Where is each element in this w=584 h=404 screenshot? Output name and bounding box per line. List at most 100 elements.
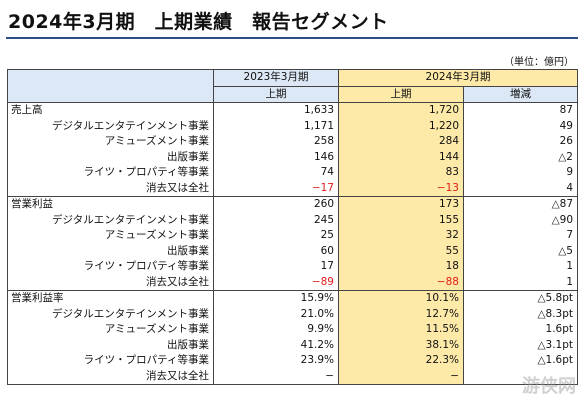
cell-cur: 18: [338, 259, 464, 275]
cell-prev: 1,633: [213, 102, 339, 119]
cell-prev: 260: [213, 196, 339, 213]
table-row: ライツ・プロパティ等事業 74 83 9: [7, 165, 578, 181]
cell-cur: 10.1%: [338, 290, 464, 307]
table-row: アミューズメント事業 9.9% 11.5% 1.6pt: [7, 322, 578, 338]
table-row: 出版事業 41.2% 38.1% △3.1pt: [7, 337, 578, 353]
cell-cur: 22.3%: [338, 353, 464, 369]
cell-cur: 144: [338, 149, 464, 165]
cell-prev: 21.0%: [213, 306, 339, 322]
cell-cur: −13: [338, 180, 464, 197]
table-row: アミューズメント事業 25 32 7: [7, 228, 578, 244]
header-cur-year: 2024年3月期: [338, 69, 578, 87]
header-blank-cell: [7, 69, 214, 103]
cell-diff: 1: [463, 259, 578, 275]
cell-cur: 155: [338, 212, 464, 228]
row-label: デジタルエンタテインメント事業: [7, 118, 214, 134]
row-label: 消去又は全社: [7, 274, 214, 291]
cell-cur: 55: [338, 243, 464, 259]
cell-prev: −17: [213, 180, 339, 197]
row-label: デジタルエンタテインメント事業: [7, 212, 214, 228]
cell-cur: 1,220: [338, 118, 464, 134]
table-row: 消去又は全社 −17 −13 4: [7, 180, 578, 197]
header-row-periods: 上期 上期 増減: [8, 85, 578, 103]
row-label: 消去又は全社: [7, 180, 214, 197]
cell-diff: △2: [463, 149, 578, 165]
cell-cur: 11.5%: [338, 322, 464, 338]
cell-diff: △1.6pt: [463, 353, 578, 369]
table-row: デジタルエンタテインメント事業 245 155 △90: [7, 212, 578, 228]
cell-prev: 9.9%: [213, 322, 339, 338]
cell-cur: 38.1%: [338, 337, 464, 353]
table-row: ライツ・プロパティ等事業 17 18 1: [7, 259, 578, 275]
header-diff: 増減: [463, 85, 578, 103]
row-label: 営業利益: [7, 196, 214, 213]
cell-cur: 32: [338, 228, 464, 244]
table-section-row: 営業利益 260 173 △87: [7, 196, 578, 213]
cell-prev: 17: [213, 259, 339, 275]
row-label: 出版事業: [7, 337, 214, 353]
cell-diff: △5: [463, 243, 578, 259]
cell-diff: △87: [463, 196, 578, 213]
row-label: 売上高: [7, 102, 214, 119]
table-row: ライツ・プロパティ等事業 23.9% 22.3% △1.6pt: [7, 353, 578, 369]
cell-cur: 12.7%: [338, 306, 464, 322]
cell-cur: −: [338, 368, 464, 385]
cell-cur: 83: [338, 165, 464, 181]
segment-results-table: 2023年3月期 2024年3月期 上期 上期 増減 売上高 1,633 1,720…: [7, 69, 578, 385]
table-row: 消去又は全社 −89 −88 1: [7, 274, 578, 291]
cell-prev: −89: [213, 274, 339, 291]
cell-diff: 26: [463, 134, 578, 150]
table-row: 出版事業 146 144 △2: [7, 149, 578, 165]
table-section-row: 営業利益率 15.9% 10.1% △5.8pt: [7, 290, 578, 307]
title-divider: [6, 37, 578, 39]
row-label: 出版事業: [7, 243, 214, 259]
row-label: 消去又は全社: [7, 368, 214, 385]
row-label: ライツ・プロパティ等事業: [7, 353, 214, 369]
header-cur-period: 上期: [338, 85, 464, 103]
cell-cur: −88: [338, 274, 464, 291]
table-row: 消去又は全社 − −: [7, 368, 578, 385]
cell-diff: △3.1pt: [463, 337, 578, 353]
row-label: アミューズメント事業: [7, 134, 214, 150]
cell-diff: 4: [463, 180, 578, 197]
cell-cur: 284: [338, 134, 464, 150]
cell-prev: 60: [213, 243, 339, 259]
header-prev-year: 2023年3月期: [213, 69, 339, 87]
row-label: デジタルエンタテインメント事業: [7, 306, 214, 322]
cell-prev: 146: [213, 149, 339, 165]
row-label: ライツ・プロパティ等事業: [7, 165, 214, 181]
cell-prev: 245: [213, 212, 339, 228]
cell-prev: 1,171: [213, 118, 339, 134]
table-row: デジタルエンタテインメント事業 21.0% 12.7% △8.3pt: [7, 306, 578, 322]
cell-prev: 41.2%: [213, 337, 339, 353]
cell-cur: 173: [338, 196, 464, 213]
page-title: 2024年3月期 上期業績 報告セグメント: [8, 11, 389, 33]
cell-cur: 1,720: [338, 102, 464, 119]
cell-prev: 258: [213, 134, 339, 150]
table-row: デジタルエンタテインメント事業 1,171 1,220 49: [7, 118, 578, 134]
row-label: 出版事業: [7, 149, 214, 165]
header-prev-period: 上期: [213, 85, 339, 103]
cell-prev: 15.9%: [213, 290, 339, 307]
row-label: 営業利益率: [7, 290, 214, 307]
cell-diff: 1.6pt: [463, 322, 578, 338]
table-row: アミューズメント事業 258 284 26: [7, 134, 578, 150]
cell-prev: 23.9%: [213, 353, 339, 369]
cell-diff: 7: [463, 228, 578, 244]
cell-diff: [463, 368, 578, 385]
table-row: 出版事業 60 55 △5: [7, 243, 578, 259]
cell-diff: 49: [463, 118, 578, 134]
row-label: アミューズメント事業: [7, 322, 214, 338]
cell-diff: △5.8pt: [463, 290, 578, 307]
cell-prev: −: [213, 368, 339, 385]
cell-diff: △90: [463, 212, 578, 228]
row-label: ライツ・プロパティ等事業: [7, 259, 214, 275]
table-section-row: 売上高 1,633 1,720 87: [7, 102, 578, 119]
cell-diff: 9: [463, 165, 578, 181]
cell-diff: 1: [463, 274, 578, 291]
header-row-years: 2023年3月期 2024年3月期: [7, 69, 578, 103]
cell-prev: 25: [213, 228, 339, 244]
cell-prev: 74: [213, 165, 339, 181]
cell-diff: 87: [463, 102, 578, 119]
row-label: アミューズメント事業: [7, 228, 214, 244]
